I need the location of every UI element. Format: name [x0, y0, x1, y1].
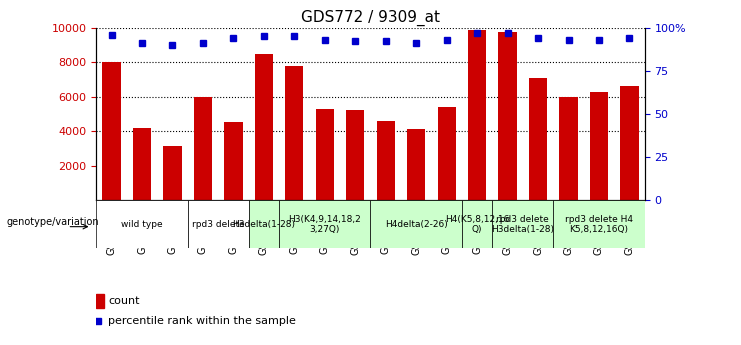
Text: H3delta(1-28): H3delta(1-28)	[233, 220, 296, 229]
Text: rpd3 delete: rpd3 delete	[192, 220, 245, 229]
FancyBboxPatch shape	[554, 200, 645, 248]
Bar	[194, 97, 212, 200]
Bar	[255, 54, 273, 200]
Bar	[499, 32, 516, 200]
FancyBboxPatch shape	[96, 200, 187, 248]
Bar	[316, 109, 334, 200]
Bar	[346, 110, 365, 200]
FancyBboxPatch shape	[462, 200, 492, 248]
Bar	[225, 122, 242, 200]
Text: H4delta(2-26): H4delta(2-26)	[385, 220, 448, 229]
FancyBboxPatch shape	[249, 200, 279, 248]
Bar	[163, 146, 182, 200]
FancyBboxPatch shape	[492, 200, 554, 248]
Bar	[590, 92, 608, 200]
Text: count: count	[108, 296, 140, 306]
Bar	[285, 66, 304, 200]
Bar	[133, 128, 151, 200]
Bar	[407, 128, 425, 200]
Text: wild type: wild type	[122, 220, 163, 229]
Text: rpd3 delete
H3delta(1-28): rpd3 delete H3delta(1-28)	[491, 215, 554, 234]
Bar	[376, 121, 395, 200]
Bar	[529, 79, 547, 200]
Bar	[620, 86, 639, 200]
Bar	[96, 294, 104, 308]
FancyArrowPatch shape	[70, 225, 87, 229]
Text: H4(K5,8,12,16
Q): H4(K5,8,12,16 Q)	[445, 215, 509, 234]
Text: H3(K4,9,14,18,2
3,27Q): H3(K4,9,14,18,2 3,27Q)	[288, 215, 361, 234]
FancyBboxPatch shape	[187, 200, 249, 248]
Title: GDS772 / 9309_at: GDS772 / 9309_at	[301, 10, 440, 26]
Text: genotype/variation: genotype/variation	[7, 217, 99, 227]
Bar	[468, 30, 486, 200]
FancyBboxPatch shape	[279, 200, 370, 248]
Text: rpd3 delete H4
K5,8,12,16Q): rpd3 delete H4 K5,8,12,16Q)	[565, 215, 633, 234]
Bar	[437, 107, 456, 200]
FancyBboxPatch shape	[370, 200, 462, 248]
Bar	[102, 62, 121, 200]
Bar	[559, 97, 578, 200]
Text: percentile rank within the sample: percentile rank within the sample	[108, 316, 296, 326]
